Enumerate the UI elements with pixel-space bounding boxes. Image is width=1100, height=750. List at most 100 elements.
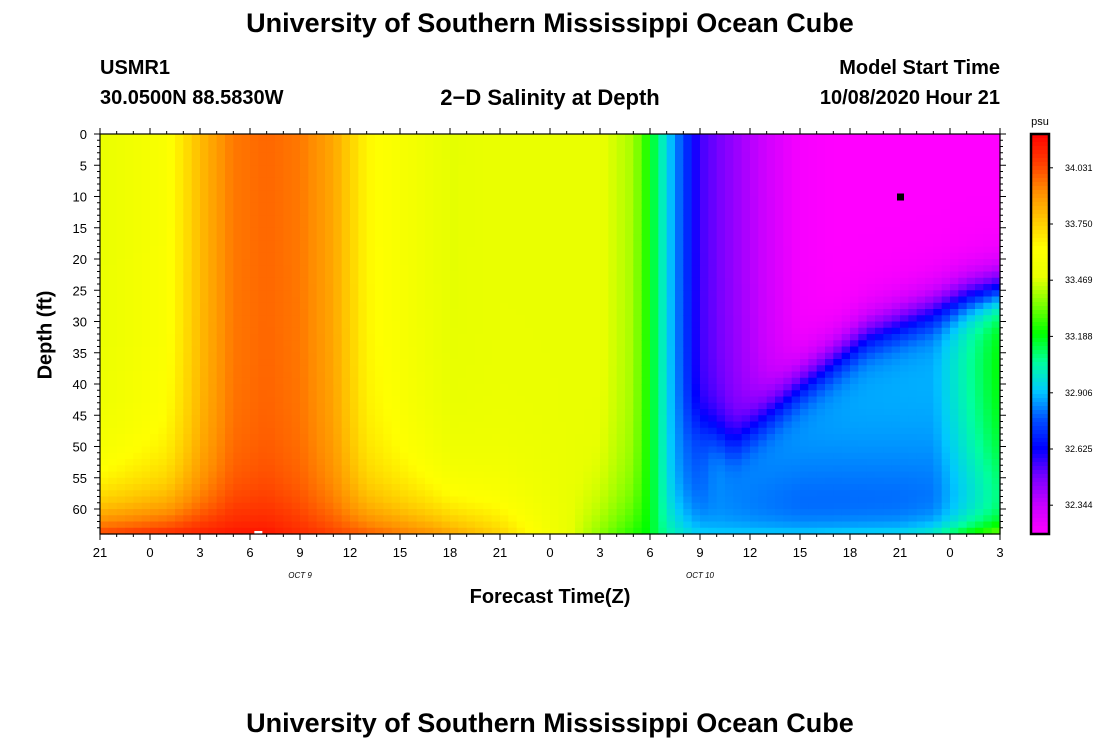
heatmap-cell bbox=[583, 277, 593, 285]
heatmap-cell bbox=[566, 196, 576, 204]
heatmap-cell bbox=[241, 290, 251, 298]
heatmap-cell bbox=[225, 290, 234, 298]
heatmap-cell bbox=[683, 409, 693, 416]
heatmap-cell bbox=[675, 496, 684, 504]
heatmap-cell bbox=[116, 146, 126, 154]
heatmap-cell bbox=[725, 215, 734, 223]
heatmap-cell bbox=[641, 146, 651, 154]
heatmap-cell bbox=[191, 221, 201, 229]
heatmap-cell bbox=[341, 409, 351, 416]
heatmap-cell bbox=[458, 477, 468, 485]
heatmap-cell bbox=[625, 202, 634, 210]
heatmap-cell bbox=[291, 427, 301, 435]
heatmap-cell bbox=[108, 521, 118, 529]
heatmap-cell bbox=[591, 165, 601, 173]
heatmap-cell bbox=[583, 402, 593, 410]
heatmap-cell bbox=[158, 477, 168, 485]
heatmap-cell bbox=[333, 384, 343, 391]
heatmap-cell bbox=[741, 409, 751, 416]
heatmap-cell bbox=[100, 271, 109, 279]
heatmap-cell bbox=[191, 215, 201, 223]
heatmap-cell bbox=[300, 196, 309, 204]
heatmap-cell bbox=[150, 284, 159, 291]
heatmap-cell bbox=[333, 390, 343, 398]
heatmap-cell bbox=[100, 365, 109, 373]
heatmap-cell bbox=[508, 359, 518, 366]
heatmap-cell bbox=[400, 359, 409, 366]
heatmap-cell bbox=[533, 427, 543, 435]
heatmap-cell bbox=[150, 421, 159, 429]
heatmap-cell bbox=[408, 371, 418, 379]
heatmap-cell bbox=[200, 321, 209, 329]
heatmap-cell bbox=[175, 146, 184, 154]
heatmap-cell bbox=[175, 352, 184, 360]
heatmap-cell bbox=[266, 459, 276, 466]
heatmap-cell bbox=[241, 252, 251, 260]
heatmap-cell bbox=[425, 452, 434, 460]
heatmap-cell bbox=[708, 527, 718, 535]
heatmap-cell bbox=[533, 209, 543, 216]
heatmap-cell bbox=[200, 371, 209, 379]
heatmap-cell bbox=[225, 346, 234, 354]
heatmap-cell bbox=[675, 234, 684, 241]
heatmap-cell bbox=[400, 152, 409, 160]
heatmap-cell bbox=[700, 196, 709, 204]
heatmap-cell bbox=[691, 509, 701, 516]
heatmap-cell bbox=[725, 140, 734, 148]
heatmap-cell bbox=[475, 240, 484, 248]
heatmap-cell bbox=[175, 365, 184, 373]
heatmap-cell bbox=[208, 215, 218, 223]
heatmap-cell bbox=[366, 184, 376, 191]
heatmap-cell bbox=[250, 234, 259, 241]
heatmap-cell bbox=[225, 209, 234, 216]
heatmap-cell bbox=[183, 165, 193, 173]
heatmap-cell bbox=[741, 471, 751, 479]
heatmap-cell bbox=[516, 477, 526, 485]
heatmap-cell bbox=[683, 390, 693, 398]
heatmap-cell bbox=[608, 434, 618, 441]
heatmap-cell bbox=[408, 346, 418, 354]
heatmap-cell bbox=[525, 384, 534, 391]
heatmap-cell bbox=[366, 446, 376, 454]
heatmap-cell bbox=[366, 402, 376, 410]
heatmap-cell bbox=[525, 259, 534, 266]
heatmap-cell bbox=[316, 440, 326, 448]
heatmap-cell bbox=[475, 365, 484, 373]
heatmap-cell bbox=[541, 321, 551, 329]
heatmap-cell bbox=[525, 327, 534, 335]
heatmap-cell bbox=[316, 227, 326, 235]
heatmap-cell bbox=[258, 471, 268, 479]
heatmap-cell bbox=[633, 377, 643, 385]
heatmap-cell bbox=[675, 246, 684, 254]
heatmap-cell bbox=[283, 527, 293, 535]
heatmap-cell bbox=[283, 390, 293, 398]
heatmap-cell bbox=[458, 184, 468, 191]
heatmap-cell bbox=[508, 190, 518, 198]
heatmap-cell bbox=[308, 234, 318, 241]
heatmap-cell bbox=[708, 321, 718, 329]
heatmap-cell bbox=[266, 159, 276, 166]
heatmap-cell bbox=[425, 196, 434, 204]
heatmap-cell bbox=[558, 165, 568, 173]
heatmap-cell bbox=[600, 296, 609, 304]
heatmap-cell bbox=[308, 159, 318, 166]
heatmap-cell bbox=[258, 159, 268, 166]
heatmap-cell bbox=[283, 421, 293, 429]
heatmap-cell bbox=[550, 496, 559, 504]
heatmap-cell bbox=[141, 384, 151, 391]
heatmap-cell bbox=[450, 171, 459, 179]
heatmap-cell bbox=[441, 221, 451, 229]
heatmap-cell bbox=[416, 415, 426, 423]
heatmap-cell bbox=[616, 234, 626, 241]
heatmap-cell bbox=[100, 471, 109, 479]
heatmap-cell bbox=[225, 240, 234, 248]
heatmap-cell bbox=[125, 402, 134, 410]
heatmap-cell bbox=[150, 165, 159, 173]
heatmap-cell bbox=[483, 515, 493, 523]
heatmap-cell bbox=[608, 296, 618, 304]
heatmap-cell bbox=[741, 221, 751, 229]
heatmap-cell bbox=[691, 321, 701, 329]
heatmap-cell bbox=[733, 484, 743, 491]
heatmap-cell bbox=[583, 134, 593, 141]
heatmap-cell bbox=[508, 527, 518, 535]
